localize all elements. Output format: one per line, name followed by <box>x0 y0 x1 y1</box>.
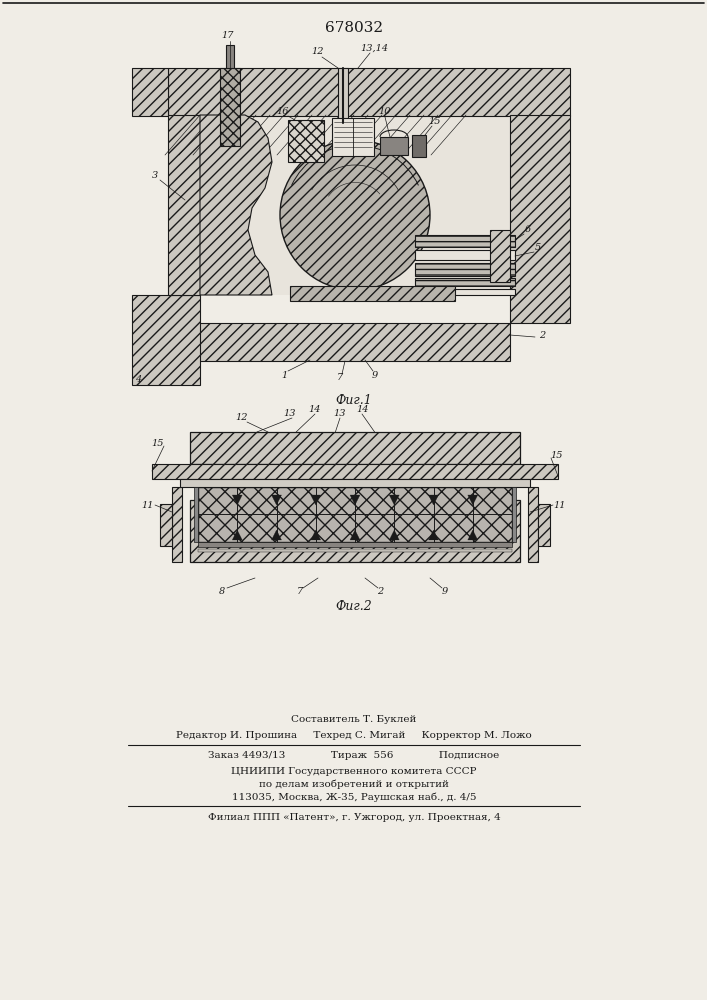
Polygon shape <box>311 530 321 540</box>
Bar <box>380 137 408 155</box>
Bar <box>194 487 198 542</box>
Text: 15: 15 <box>551 450 563 460</box>
Bar <box>168 323 510 361</box>
Text: 113035, Москва, Ж-35, Раушская наб., д. 4/5: 113035, Москва, Ж-35, Раушская наб., д. … <box>232 792 477 802</box>
Bar <box>226 45 234 68</box>
Polygon shape <box>311 495 321 505</box>
Circle shape <box>280 140 430 290</box>
Bar <box>198 549 512 552</box>
Text: Составитель Т. Буклей: Составитель Т. Буклей <box>291 716 416 724</box>
Polygon shape <box>468 530 478 540</box>
Text: ЦНИИПИ Государственного комитета СССР: ЦНИИПИ Государственного комитета СССР <box>231 766 477 776</box>
Bar <box>512 487 516 542</box>
Text: 1: 1 <box>281 370 287 379</box>
Polygon shape <box>350 530 360 540</box>
Text: 2: 2 <box>539 330 545 340</box>
Bar <box>290 286 455 301</box>
Text: 12: 12 <box>235 414 248 422</box>
Polygon shape <box>200 115 272 295</box>
Text: Редактор И. Прошина     Техред С. Мигай     Корректор М. Ложо: Редактор И. Прошина Техред С. Мигай Корр… <box>176 732 532 740</box>
Text: 8: 8 <box>219 587 225 596</box>
Text: Фиг.1: Фиг.1 <box>336 393 373 406</box>
Bar <box>200 115 510 295</box>
Text: 11: 11 <box>141 500 154 510</box>
Bar <box>198 542 512 547</box>
Bar <box>415 235 515 247</box>
Text: 7: 7 <box>337 373 343 382</box>
Bar <box>528 487 538 562</box>
Text: по делам изобретений и открытий: по делам изобретений и открытий <box>259 779 449 789</box>
Text: 16: 16 <box>276 107 289 116</box>
Bar <box>168 115 200 295</box>
Text: 678032: 678032 <box>325 21 383 35</box>
Bar <box>132 68 168 116</box>
Bar <box>180 479 530 487</box>
Bar <box>338 68 348 123</box>
Bar <box>172 487 182 562</box>
Polygon shape <box>233 530 243 540</box>
Text: Фиг.2: Фиг.2 <box>336 600 373 613</box>
Text: Филиал ППП «Патент», г. Ужгород, ул. Проектная, 4: Филиал ППП «Патент», г. Ужгород, ул. Про… <box>208 812 501 822</box>
Polygon shape <box>271 530 281 540</box>
Bar <box>198 487 512 542</box>
Text: 7: 7 <box>297 587 303 596</box>
Polygon shape <box>233 495 243 505</box>
Text: 5: 5 <box>535 243 541 252</box>
Bar <box>415 250 515 260</box>
Text: 9: 9 <box>372 370 378 379</box>
Bar <box>288 120 324 162</box>
Bar <box>152 464 558 479</box>
Bar <box>415 289 515 295</box>
Text: 13,14: 13,14 <box>360 43 388 52</box>
Text: 15: 15 <box>152 438 164 448</box>
Bar <box>415 263 515 276</box>
Polygon shape <box>428 495 438 505</box>
Text: 11: 11 <box>554 500 566 510</box>
Text: 9: 9 <box>442 587 448 596</box>
Text: 4: 4 <box>135 375 141 384</box>
Text: 17: 17 <box>222 30 234 39</box>
Bar <box>168 68 570 116</box>
Text: 6: 6 <box>525 226 531 234</box>
Bar <box>415 278 515 286</box>
Text: 2: 2 <box>377 587 383 596</box>
Bar <box>538 504 550 546</box>
Polygon shape <box>390 530 399 540</box>
Polygon shape <box>271 495 281 505</box>
Text: 10: 10 <box>379 107 391 116</box>
Bar <box>220 68 240 146</box>
Text: 12: 12 <box>312 47 325 56</box>
Polygon shape <box>350 495 360 505</box>
Text: 13: 13 <box>334 408 346 418</box>
Polygon shape <box>390 495 399 505</box>
Bar <box>412 135 426 157</box>
Bar <box>190 500 520 562</box>
Bar <box>160 504 172 546</box>
Text: Заказ 4493/13              Тираж  556              Подписное: Заказ 4493/13 Тираж 556 Подписное <box>209 752 500 760</box>
Bar <box>510 115 570 323</box>
Text: 3: 3 <box>152 170 158 180</box>
Bar <box>190 432 520 464</box>
Text: 14: 14 <box>357 404 369 414</box>
Text: 14: 14 <box>309 404 321 414</box>
Text: 13: 13 <box>284 408 296 418</box>
Polygon shape <box>428 530 438 540</box>
Polygon shape <box>468 495 478 505</box>
Bar <box>490 230 510 282</box>
Bar <box>132 295 200 385</box>
Text: 15: 15 <box>428 117 441 126</box>
Bar <box>332 118 374 156</box>
